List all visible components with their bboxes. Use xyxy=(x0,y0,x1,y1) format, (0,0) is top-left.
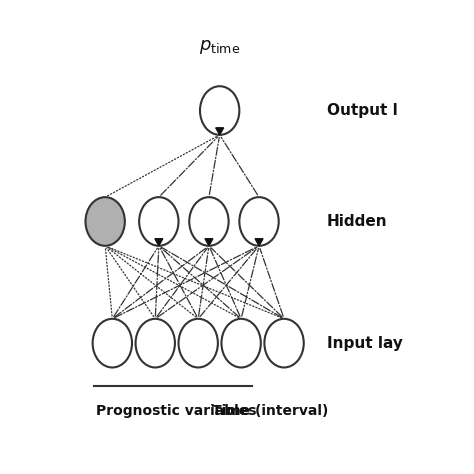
Ellipse shape xyxy=(85,197,125,246)
Ellipse shape xyxy=(92,319,132,367)
Ellipse shape xyxy=(264,319,304,367)
Ellipse shape xyxy=(200,86,239,135)
Text: Input lay: Input lay xyxy=(327,336,403,351)
Polygon shape xyxy=(205,239,213,246)
Ellipse shape xyxy=(179,319,218,367)
Text: Prognostic variables: Prognostic variables xyxy=(97,404,257,418)
Ellipse shape xyxy=(221,319,261,367)
Ellipse shape xyxy=(189,197,228,246)
Text: $p_{\mathrm{time}}$: $p_{\mathrm{time}}$ xyxy=(199,38,240,56)
Ellipse shape xyxy=(136,319,175,367)
Ellipse shape xyxy=(239,197,279,246)
Text: Hidden: Hidden xyxy=(327,214,388,229)
Ellipse shape xyxy=(139,197,179,246)
Polygon shape xyxy=(255,239,263,246)
Polygon shape xyxy=(155,239,163,246)
Text: Time (interval): Time (interval) xyxy=(211,404,328,418)
Text: Output l: Output l xyxy=(327,103,398,118)
Polygon shape xyxy=(216,128,224,135)
